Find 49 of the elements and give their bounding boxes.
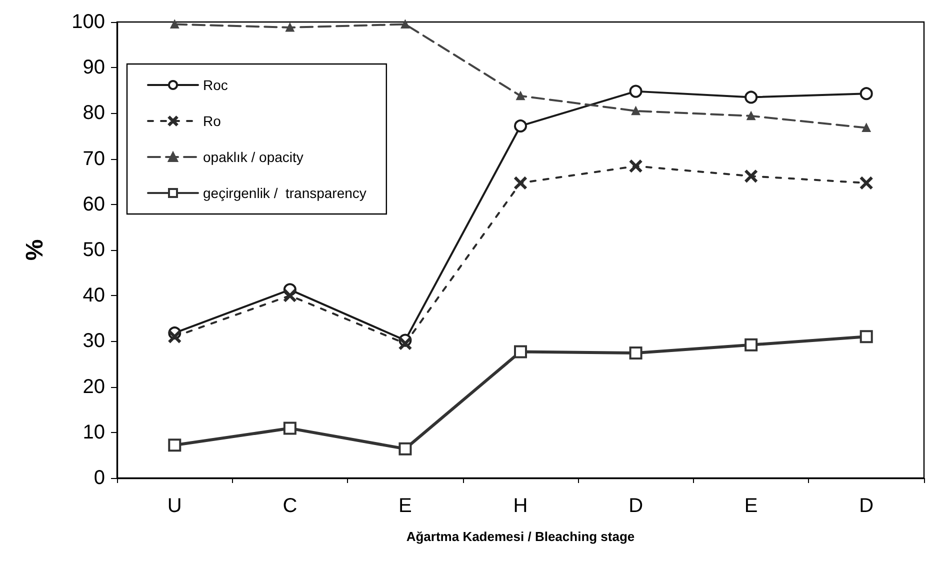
point bbox=[514, 119, 527, 132]
y-tick-label: 40 bbox=[82, 284, 105, 307]
point bbox=[860, 176, 873, 190]
point bbox=[632, 106, 640, 116]
y-tick-label: 80 bbox=[82, 102, 105, 124]
legend-label: Roc bbox=[203, 77, 228, 93]
x-tick-label: E bbox=[398, 495, 412, 517]
y-tick-label: 10 bbox=[82, 421, 105, 444]
point bbox=[398, 442, 412, 456]
point bbox=[168, 330, 181, 343]
point bbox=[514, 176, 527, 190]
point bbox=[746, 112, 756, 120]
point bbox=[744, 170, 758, 182]
x-axis-title: Ağartma Kademesi / Bleaching stage bbox=[406, 529, 635, 544]
point bbox=[862, 124, 871, 132]
point bbox=[400, 20, 410, 29]
legend-label: opaklık / opacity bbox=[203, 149, 304, 165]
y-tick-label: 20 bbox=[82, 376, 105, 398]
x-tick-label: D bbox=[859, 495, 874, 517]
x-tick-label: D bbox=[628, 495, 644, 517]
y-tick-label: 100 bbox=[72, 11, 105, 33]
point bbox=[744, 338, 758, 352]
y-tick-label: 90 bbox=[82, 56, 105, 79]
point bbox=[860, 87, 873, 100]
y-axis-title: % bbox=[22, 239, 48, 261]
point bbox=[629, 346, 642, 360]
legend-label: geçirgenlik / transparency bbox=[203, 185, 366, 201]
legend-label: Ro bbox=[203, 113, 222, 129]
x-tick-label: E bbox=[744, 495, 758, 517]
point bbox=[860, 330, 873, 344]
y-tick-label: 70 bbox=[82, 148, 105, 170]
x-tick-label: C bbox=[282, 495, 298, 517]
point bbox=[283, 422, 296, 435]
y-tick-label: 60 bbox=[82, 193, 105, 216]
point bbox=[514, 345, 527, 358]
point bbox=[170, 20, 179, 29]
y-tick-label: 0 bbox=[94, 467, 105, 489]
y-tick-label: 30 bbox=[82, 330, 105, 352]
y-tick-label: 50 bbox=[82, 239, 105, 261]
point bbox=[516, 92, 525, 100]
point bbox=[630, 160, 642, 172]
point bbox=[286, 23, 294, 32]
point bbox=[629, 84, 642, 98]
point bbox=[398, 337, 412, 350]
x-tick-label: H bbox=[513, 495, 528, 517]
point bbox=[744, 90, 758, 104]
x-tick-label: U bbox=[167, 495, 182, 517]
point bbox=[168, 438, 182, 452]
point bbox=[284, 289, 296, 302]
